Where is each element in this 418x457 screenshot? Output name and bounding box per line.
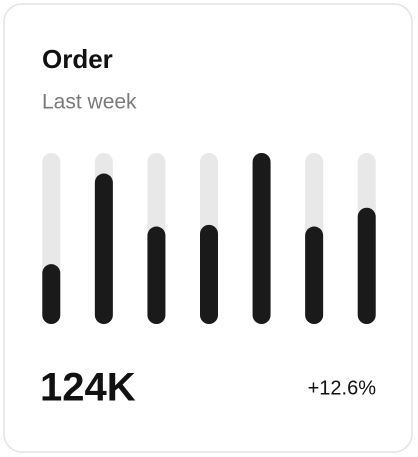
bar <box>42 264 61 324</box>
bar <box>200 224 218 324</box>
bar <box>357 207 376 324</box>
total-value: 124K <box>40 366 136 410</box>
change-value: +12.6% <box>308 377 377 399</box>
bar <box>94 173 113 324</box>
bar <box>147 226 166 324</box>
chart-subtitle: Last week <box>42 91 137 114</box>
bar <box>305 226 324 324</box>
bar <box>252 153 271 324</box>
chart-title: Order <box>42 44 113 74</box>
